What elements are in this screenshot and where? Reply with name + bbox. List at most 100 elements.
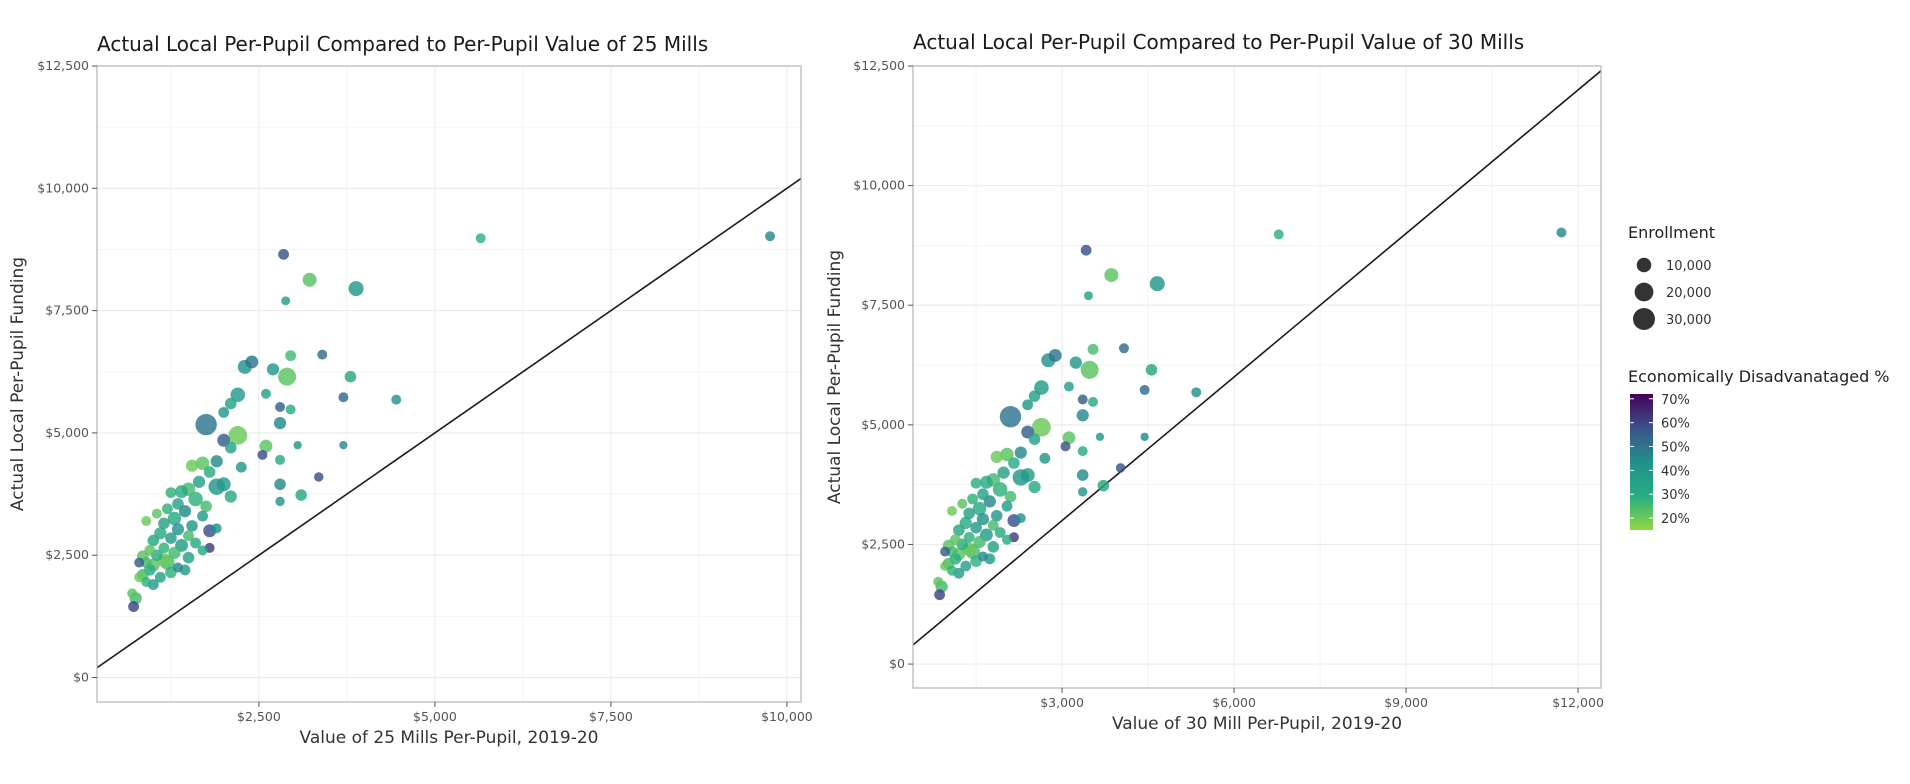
data-point (1097, 479, 1110, 492)
data-point (999, 406, 1022, 428)
data-point (1076, 409, 1089, 422)
data-point (1028, 480, 1041, 494)
data-point (230, 387, 246, 403)
data-point (1069, 356, 1082, 369)
y-tick-label: $7,500 (861, 297, 905, 312)
data-point (987, 519, 999, 531)
left-y-axis-title: Actual Local Per-Pupil Funding (8, 257, 28, 511)
data-point (992, 482, 1008, 497)
data-point (1080, 244, 1092, 256)
data-point (1080, 360, 1099, 379)
data-point (165, 487, 177, 499)
right-y-ticks: $0 $2,500 $5,000 $7,500 $10,000 $12,500 (853, 58, 913, 671)
data-point (127, 588, 138, 599)
data-point (1060, 441, 1071, 452)
data-point (1140, 432, 1149, 441)
data-point (977, 488, 989, 501)
data-point (154, 527, 167, 540)
data-point (195, 456, 210, 470)
data-point (200, 500, 212, 513)
left-reference-line (97, 177, 801, 669)
data-point (972, 501, 987, 516)
data-point (165, 532, 177, 544)
data-point (1115, 463, 1126, 473)
x-tick-label: $6,000 (1212, 695, 1256, 710)
data-point (161, 503, 173, 515)
data-point (940, 546, 951, 557)
y-tick-label: $10,000 (37, 180, 89, 195)
data-point (1139, 384, 1150, 395)
data-point (1088, 396, 1099, 407)
data-point (195, 413, 217, 436)
x-tick-label: $2,500 (237, 709, 281, 724)
data-point (1000, 447, 1014, 462)
data-point (1087, 343, 1099, 355)
data-point (293, 440, 302, 450)
data-point (274, 478, 286, 491)
data-point (266, 363, 280, 376)
data-point (192, 475, 206, 488)
data-point (224, 397, 237, 410)
data-point (1077, 394, 1088, 405)
enrollment-legend-title: Enrollment (1628, 223, 1715, 242)
y-tick-label: $10,000 (853, 178, 905, 193)
data-point (259, 439, 273, 453)
data-point (339, 440, 348, 450)
data-point (245, 355, 259, 369)
data-point (141, 516, 152, 526)
ed-legend: 70% 60% 50% 40% 30% 20% (1630, 393, 1690, 527)
data-point (947, 505, 957, 516)
data-point (172, 562, 183, 573)
data-point (1001, 500, 1013, 512)
left-x-ticks: $2,500 $5,000 $7,500 $10,000 (237, 702, 813, 724)
data-point (134, 572, 145, 583)
left-chart-title: Actual Local Per-Pupil Compared to Per-P… (97, 32, 708, 56)
data-point (128, 601, 140, 613)
data-point (1032, 417, 1051, 437)
data-point (1119, 343, 1129, 354)
data-point (197, 545, 208, 556)
data-point (391, 394, 402, 405)
ed-legend-label: 40% (1661, 464, 1690, 479)
x-tick-label: $5,000 (413, 709, 457, 724)
y-tick-label: $5,000 (861, 417, 905, 432)
data-point (997, 466, 1010, 479)
data-point (1145, 364, 1158, 376)
data-point (950, 534, 961, 546)
data-point (947, 565, 957, 576)
left-y-ticks: $0 $2,500 $5,000 $7,500 $10,000 $12,500 (37, 58, 97, 685)
left-gridlines (97, 65, 801, 702)
data-point (314, 472, 324, 482)
data-point (235, 461, 247, 473)
ed-legend-label: 50% (1661, 440, 1690, 455)
data-point (1028, 433, 1041, 445)
legend: Enrollment 10,000 20,000 30,000 Economical… (1628, 223, 1890, 530)
data-point (171, 523, 185, 536)
data-point (211, 523, 222, 534)
data-point (1034, 380, 1049, 395)
left-panel: Actual Local Per-Pupil Compared to Per-P… (8, 32, 813, 748)
ed-legend-label: 20% (1661, 512, 1690, 527)
data-point (144, 544, 156, 556)
left-panel-border (96, 65, 802, 703)
data-point (990, 450, 1003, 464)
data-point (175, 485, 188, 499)
data-point (151, 508, 162, 519)
enrollment-legend: 10,000 20,000 30,000 (1633, 257, 1712, 330)
data-point (172, 498, 184, 510)
left-points (127, 231, 776, 613)
enrollment-legend-key (1633, 308, 1655, 330)
data-point (990, 509, 1003, 522)
data-point (285, 350, 297, 362)
data-point (960, 560, 972, 572)
y-tick-label: $0 (889, 656, 905, 671)
enrollment-legend-key (1634, 282, 1654, 302)
y-tick-label: $2,500 (861, 536, 905, 551)
right-panel: Actual Local Per-Pupil Compared to Per-P… (825, 30, 1604, 734)
data-point (147, 534, 160, 547)
data-point (977, 551, 988, 562)
data-point (1048, 349, 1062, 362)
reference-line (913, 70, 1601, 646)
data-point (934, 589, 946, 601)
data-point (475, 233, 486, 244)
